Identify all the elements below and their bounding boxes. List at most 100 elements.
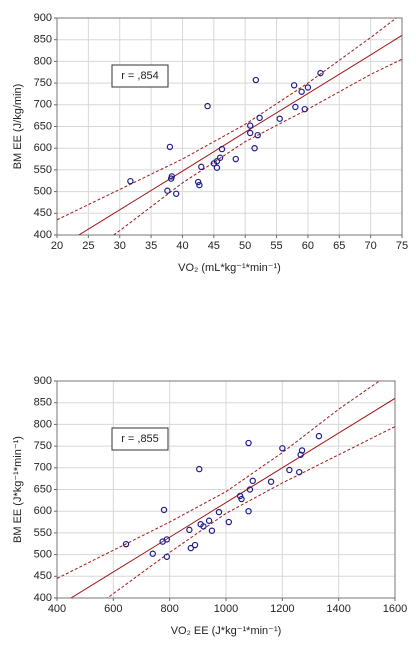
data-point (215, 508, 223, 516)
y-tick-label: 650 (34, 483, 52, 495)
x-tick-label: 75 (396, 240, 408, 252)
data-point (204, 102, 211, 110)
data-point (194, 178, 202, 186)
y-tick-label: 750 (34, 77, 52, 89)
y-tick-label: 750 (34, 440, 52, 452)
data-point (292, 103, 299, 111)
y-tick-label: 700 (34, 462, 52, 474)
data-point (245, 508, 252, 515)
regression-line (77, 34, 402, 235)
x-tick-label: 1000 (214, 603, 238, 615)
annotation: r = ,855 (121, 433, 159, 445)
y-tick-label: 900 (34, 12, 52, 24)
data-point (187, 544, 194, 552)
data-point (245, 439, 252, 447)
data-point (163, 536, 171, 543)
data-point (164, 187, 171, 194)
data-point (127, 177, 134, 185)
x-tick-label: 70 (365, 240, 377, 252)
data-point (238, 495, 245, 503)
data-point (249, 477, 256, 485)
confidence-lower (106, 426, 395, 598)
x-tick-label: 45 (208, 240, 220, 252)
x-tick-label: 35 (145, 240, 157, 252)
data-point (279, 445, 286, 452)
data-point (246, 129, 254, 137)
y-tick-label: 650 (34, 120, 52, 132)
data-point (254, 131, 261, 139)
x-tick-label: 400 (48, 603, 66, 615)
data-point (186, 526, 193, 534)
data-point (290, 82, 298, 89)
data-point (246, 122, 254, 129)
x-tick-label: 30 (114, 240, 126, 252)
annotation-box (111, 64, 169, 88)
annotation-box (111, 427, 169, 451)
data-point (286, 466, 293, 474)
plot-frame (56, 17, 403, 236)
data-point (196, 181, 203, 189)
data-point (200, 523, 207, 530)
data-point (236, 492, 244, 500)
data-point (166, 143, 174, 151)
data-point (163, 553, 171, 560)
y-tick-label: 400 (34, 229, 52, 241)
confidence-upper (57, 18, 398, 221)
data-point (276, 115, 283, 122)
y-tick-label: 600 (34, 505, 52, 517)
data-point (149, 550, 156, 557)
y-tick-label: 500 (34, 549, 52, 561)
x-tick-label: 65 (333, 240, 345, 252)
x-tick-label: 600 (104, 603, 122, 615)
data-point (168, 173, 175, 180)
y-tick-label: 550 (34, 527, 52, 539)
data-point (315, 432, 323, 440)
data-point (298, 447, 306, 454)
data-point (317, 69, 324, 77)
y-axis-label: BM EE (J*kg⁻¹*min⁻¹) (12, 436, 24, 543)
data-point (196, 465, 203, 473)
confidence-upper (57, 381, 381, 579)
data-point (208, 527, 216, 534)
y-tick-label: 400 (34, 592, 52, 604)
data-point (246, 486, 254, 493)
data-point (198, 163, 205, 171)
annotation: r = ,854 (121, 70, 159, 82)
data-point (213, 158, 221, 165)
x-tick-label: 25 (82, 240, 94, 252)
y-tick-label: 700 (34, 99, 52, 111)
x-tick-label: 1200 (270, 603, 294, 615)
y-tick-label: 800 (34, 55, 52, 67)
data-point (225, 518, 233, 526)
y-tick-label: 550 (34, 164, 52, 176)
chart: 400 450 500 550 600 650 700 750 800 850 900 20 25 30 3… (12, 12, 408, 274)
data-point (256, 114, 263, 122)
data-point (232, 155, 239, 163)
x-tick-label: 20 (51, 240, 63, 252)
regression-line (70, 397, 395, 598)
x-axis-label: VO₂ (mL*kg⁻¹*min⁻¹) (178, 262, 281, 274)
data-point (296, 468, 303, 476)
x-tick-label: 55 (270, 240, 282, 252)
y-axis-label: BM EE (J/kg/min) (12, 84, 24, 170)
y-tick-label: 500 (34, 186, 52, 198)
chart: 400 450 500 550 600 650 700 750 800 850 900 400 600 8… (12, 375, 407, 637)
x-tick-label: 60 (302, 240, 314, 252)
data-point (160, 506, 168, 514)
x-tick-label: 1400 (326, 603, 350, 615)
data-point (267, 478, 275, 485)
x-axis-label: VO₂ EE (J*kg⁻¹*min⁻¹) (171, 625, 282, 637)
x-tick-label: 40 (176, 240, 188, 252)
y-tick-label: 450 (34, 570, 52, 582)
x-tick-label: 800 (160, 603, 178, 615)
x-tick-label: 50 (239, 240, 251, 252)
y-tick-label: 800 (34, 418, 52, 430)
y-tick-label: 850 (34, 397, 52, 409)
y-tick-label: 450 (34, 207, 52, 219)
data-point (251, 144, 258, 152)
y-tick-label: 600 (34, 142, 52, 154)
confidence-lower (112, 58, 402, 235)
data-point (213, 164, 221, 171)
data-point (172, 190, 180, 197)
